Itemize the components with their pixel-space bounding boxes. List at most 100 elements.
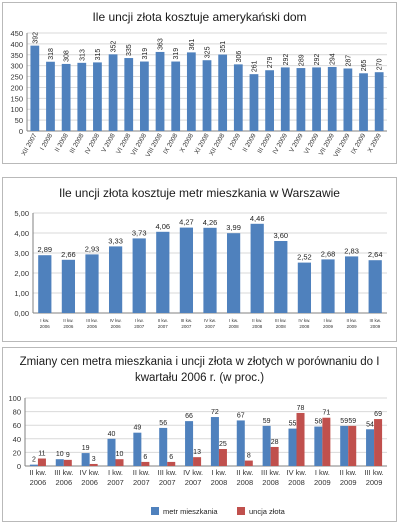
x-tick-label: 2009 <box>370 324 381 329</box>
bar-uncja-zlota <box>89 463 98 466</box>
bar <box>321 259 335 313</box>
data-label: 292 <box>314 54 321 66</box>
x-tick-label: 2006 <box>111 324 122 329</box>
bar-uncja-zlota <box>167 461 176 466</box>
bar-metr-mieszkania <box>366 429 375 466</box>
x-tick-label: 2006 <box>55 478 72 487</box>
bar-uncja-zlota <box>218 449 227 466</box>
x-tick-label: I kw. <box>211 468 226 477</box>
bar <box>265 70 274 131</box>
bar <box>297 262 312 313</box>
y-tick-label: 200 <box>10 83 23 92</box>
x-tick-label: II 2009 <box>242 132 258 153</box>
bar <box>108 246 123 313</box>
data-label: 2,64 <box>368 250 383 259</box>
x-tick-label: IV kw. <box>298 318 310 323</box>
bar <box>38 255 52 313</box>
data-label: 292 <box>283 54 290 66</box>
data-label: 4,46 <box>250 214 265 223</box>
bar <box>218 54 228 132</box>
data-label: 2,52 <box>297 253 312 262</box>
x-tick-label: IX 2009 <box>350 132 367 155</box>
bar <box>132 238 146 313</box>
x-tick-label: I 2009 <box>227 132 242 151</box>
x-tick-label: V 2009 <box>288 132 305 154</box>
bar-uncja-zlota <box>244 460 253 466</box>
bar-metr-mieszkania <box>340 425 349 466</box>
chart-panel-gold-warsaw: Ile uncji złota kosztuje metr mieszkania… <box>2 177 397 342</box>
y-tick-label: 5,00 <box>14 209 29 218</box>
y-tick-label: 1,00 <box>14 289 29 298</box>
chart-svg-gold-warsaw: 0,001,002,003,004,005,002,89I kw.20062,6… <box>14 209 387 329</box>
x-tick-label: 2009 <box>323 324 334 329</box>
x-tick-label: 2007 <box>107 478 124 487</box>
data-label: 6 <box>143 454 147 461</box>
bar-uncja-zlota <box>322 417 331 466</box>
x-tick-label: 2009 <box>314 478 331 487</box>
bar-metr-mieszkania <box>210 417 219 466</box>
x-tick-label: 2007 <box>181 324 192 329</box>
x-tick-label: 2008 <box>288 478 305 487</box>
data-label: 25 <box>219 441 227 448</box>
y-tick-label: 0 <box>17 462 21 471</box>
x-tick-label: I kw. <box>229 318 238 323</box>
x-tick-label: IV kw. <box>286 468 306 477</box>
x-tick-label: 2009 <box>347 324 358 329</box>
x-tick-label: II kw. <box>340 468 357 477</box>
data-label: 319 <box>173 48 180 60</box>
x-tick-label: III kw. <box>369 318 381 323</box>
y-tick-label: 4,00 <box>14 229 29 238</box>
data-label: 2,93 <box>85 244 100 253</box>
bar <box>171 61 181 132</box>
bar-metr-mieszkania <box>288 428 297 466</box>
bar <box>327 66 337 131</box>
data-label: 392 <box>32 32 39 44</box>
x-tick-label: I kw. <box>108 468 123 477</box>
x-tick-label: X 2009 <box>367 132 384 154</box>
data-label: 4,06 <box>155 222 170 231</box>
y-tick-label: 3,00 <box>14 249 29 258</box>
data-label: 3,99 <box>226 223 241 232</box>
bar-uncja-zlota <box>115 459 124 466</box>
bar <box>374 72 384 131</box>
x-tick-label: III kw. <box>54 468 73 477</box>
data-label: 59 <box>263 418 271 425</box>
data-label: 289 <box>298 54 305 66</box>
legend-label: uncja złota <box>249 507 286 516</box>
y-tick-label: 0,00 <box>14 309 29 318</box>
bar <box>108 54 118 131</box>
bar-uncja-zlota <box>141 461 150 466</box>
chart-panel-price-changes: Zmiany cen metra mieszkania i uncji złot… <box>2 347 397 522</box>
bar-metr-mieszkania <box>262 425 271 466</box>
x-tick-label: 2006 <box>63 324 74 329</box>
y-tick-label: 60 <box>13 421 21 430</box>
bar <box>46 61 55 131</box>
bar <box>85 254 99 313</box>
x-tick-label: 2008 <box>276 324 287 329</box>
x-tick-label: IX 2008 <box>162 132 179 155</box>
data-label: 2,68 <box>321 249 336 258</box>
data-label: 11 <box>38 451 45 458</box>
x-tick-label: 2007 <box>134 324 145 329</box>
data-label: 69 <box>374 411 382 418</box>
bar-uncja-zlota <box>348 425 357 466</box>
data-label: 67 <box>237 412 245 419</box>
data-label: 3,33 <box>108 236 123 245</box>
data-label: 9 <box>66 452 70 459</box>
bar-metr-mieszkania <box>29 464 38 466</box>
y-tick-label: 20 <box>13 448 21 457</box>
x-tick-label: X 2008 <box>179 132 196 154</box>
bar-uncja-zlota <box>63 459 72 466</box>
x-tick-label: 2006 <box>81 478 98 487</box>
data-label: 71 <box>322 410 330 417</box>
data-label: 58 <box>314 419 322 426</box>
x-tick-label: II kw. <box>236 468 253 477</box>
data-label: 49 <box>133 425 141 432</box>
x-tick-label: 2008 <box>211 478 228 487</box>
x-tick-label: 2007 <box>133 478 150 487</box>
data-label: 13 <box>193 449 201 456</box>
data-label: 294 <box>330 53 337 65</box>
chart-title: Ile uncji złota kosztuje amerykański dom <box>92 10 307 24</box>
x-tick-label: II 2008 <box>54 132 70 153</box>
